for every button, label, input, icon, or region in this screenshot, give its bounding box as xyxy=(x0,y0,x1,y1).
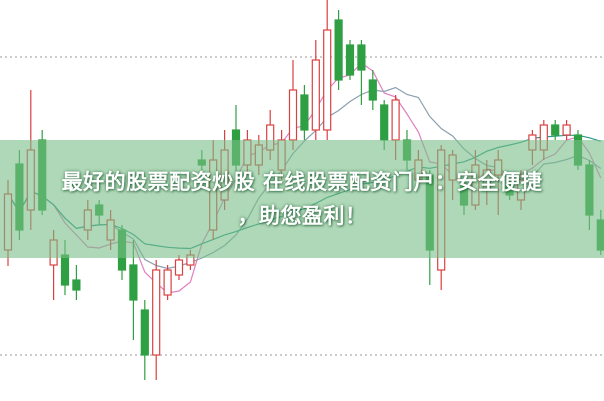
candle-down xyxy=(368,70,377,110)
candle-body xyxy=(140,309,149,356)
candle-up xyxy=(311,40,320,140)
candle-body xyxy=(380,104,389,141)
candle-body xyxy=(368,79,377,101)
candle-body xyxy=(300,94,309,131)
candle-body xyxy=(129,264,138,301)
candle-down xyxy=(72,265,81,300)
grid-lines xyxy=(0,56,604,356)
candle-down xyxy=(345,40,355,80)
candle-body xyxy=(311,59,320,131)
candle-up xyxy=(288,60,298,150)
candle-body xyxy=(72,279,81,291)
candle-body xyxy=(288,89,298,141)
candle-up xyxy=(174,255,184,280)
candle-down xyxy=(300,85,309,140)
candle-up xyxy=(562,120,571,140)
candle-body xyxy=(562,124,571,136)
candle-down xyxy=(334,10,343,90)
title-line-2: ，助您盈利！ xyxy=(237,204,367,228)
candle-down xyxy=(551,120,560,140)
candle-body xyxy=(357,44,366,71)
candle-down xyxy=(140,300,149,380)
candle-up xyxy=(323,0,332,140)
candle-body xyxy=(152,269,161,356)
candle-up xyxy=(152,260,161,380)
overlay-title: 最好的股票配资炒股 在线股票配资门户：安全便捷 ，助您盈利！ xyxy=(0,165,604,233)
candle-body xyxy=(391,99,400,141)
candle-body xyxy=(60,254,70,286)
title-banner xyxy=(0,140,604,258)
candle-up xyxy=(163,265,172,300)
candle-body xyxy=(334,19,343,81)
candle-down xyxy=(357,40,366,105)
candle-body xyxy=(163,269,172,296)
candle-body xyxy=(174,259,184,276)
candle-body xyxy=(551,124,560,136)
title-line-1: 最好的股票配资炒股 在线股票配资门户：安全便捷 xyxy=(61,170,543,194)
candle-body xyxy=(345,44,355,76)
candle-body xyxy=(323,29,332,131)
